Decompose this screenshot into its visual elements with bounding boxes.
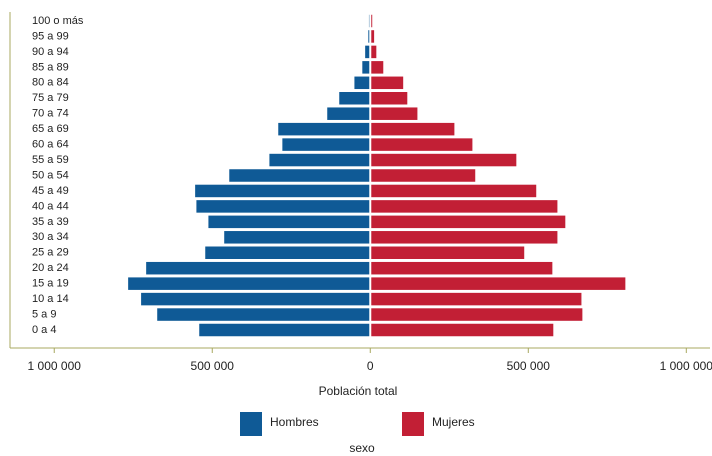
- bar: [371, 45, 377, 59]
- bar: [327, 107, 370, 120]
- category-label: 40 a 44: [32, 200, 69, 212]
- bar: [371, 246, 525, 259]
- category-label: 35 a 39: [32, 216, 69, 228]
- category-label: 0 a 4: [32, 324, 56, 336]
- bar: [371, 138, 473, 151]
- legend-swatch: [240, 412, 262, 436]
- bar: [371, 153, 517, 167]
- bar: [278, 122, 370, 136]
- category-label: 50 a 54: [32, 169, 69, 181]
- category-label: 25 a 29: [32, 247, 69, 259]
- category-label: 60 a 64: [32, 139, 69, 151]
- bar: [371, 61, 384, 74]
- category-label: 30 a 34: [32, 231, 69, 243]
- bar: [205, 246, 370, 259]
- category-label: 45 a 49: [32, 185, 69, 197]
- bar: [371, 261, 553, 275]
- legend-title: sexo: [349, 441, 375, 455]
- category-label: 90 a 94: [32, 46, 69, 58]
- bar: [371, 231, 558, 244]
- bar: [362, 61, 370, 74]
- bar: [199, 323, 370, 337]
- legend-swatch: [402, 412, 424, 436]
- x-tick-label: 1 000 000: [660, 359, 712, 373]
- x-tick-label: 0: [367, 359, 374, 373]
- bar: [146, 261, 370, 275]
- category-label: 75 a 79: [32, 92, 69, 104]
- bar: [371, 323, 554, 337]
- bar: [282, 138, 370, 151]
- bar: [195, 184, 370, 198]
- bar: [269, 153, 370, 167]
- x-tick-label: 500 000: [507, 359, 551, 373]
- category-label: 95 a 99: [32, 30, 69, 42]
- category-label: 65 a 69: [32, 123, 69, 135]
- category-label: 80 a 84: [32, 77, 69, 89]
- category-label: 20 a 24: [32, 262, 69, 274]
- x-tick-label: 500 000: [191, 359, 235, 373]
- bar: [371, 184, 537, 198]
- bar: [208, 215, 370, 229]
- bar: [371, 292, 582, 306]
- bar: [371, 30, 375, 43]
- bar: [371, 76, 404, 90]
- x-tick-label: 1 000 000: [28, 359, 82, 373]
- x-axis-label: Población total: [319, 384, 398, 398]
- bar: [371, 169, 476, 182]
- bar: [371, 215, 566, 229]
- legend-label: Hombres: [270, 415, 319, 429]
- bar: [229, 169, 370, 182]
- bar: [368, 30, 370, 43]
- bar: [371, 200, 558, 213]
- category-label: 85 a 89: [32, 61, 69, 73]
- bar: [354, 76, 370, 90]
- bar: [224, 231, 370, 244]
- category-label: 10 a 14: [32, 293, 69, 305]
- bar: [371, 122, 455, 136]
- legend-label: Mujeres: [432, 415, 475, 429]
- bar: [196, 200, 370, 213]
- bar: [371, 107, 418, 120]
- category-label: 70 a 74: [32, 108, 69, 120]
- category-label: 100 o más: [32, 15, 84, 27]
- bar: [371, 277, 626, 290]
- bar: [339, 92, 370, 105]
- bar: [141, 292, 370, 306]
- bar: [365, 45, 370, 59]
- category-label: 15 a 19: [32, 278, 69, 290]
- bar: [371, 14, 373, 28]
- category-label: 55 a 59: [32, 154, 69, 166]
- bar: [371, 308, 583, 321]
- bar: [128, 277, 370, 290]
- bar: [371, 92, 408, 105]
- bar: [157, 308, 370, 321]
- category-label: 5 a 9: [32, 308, 56, 320]
